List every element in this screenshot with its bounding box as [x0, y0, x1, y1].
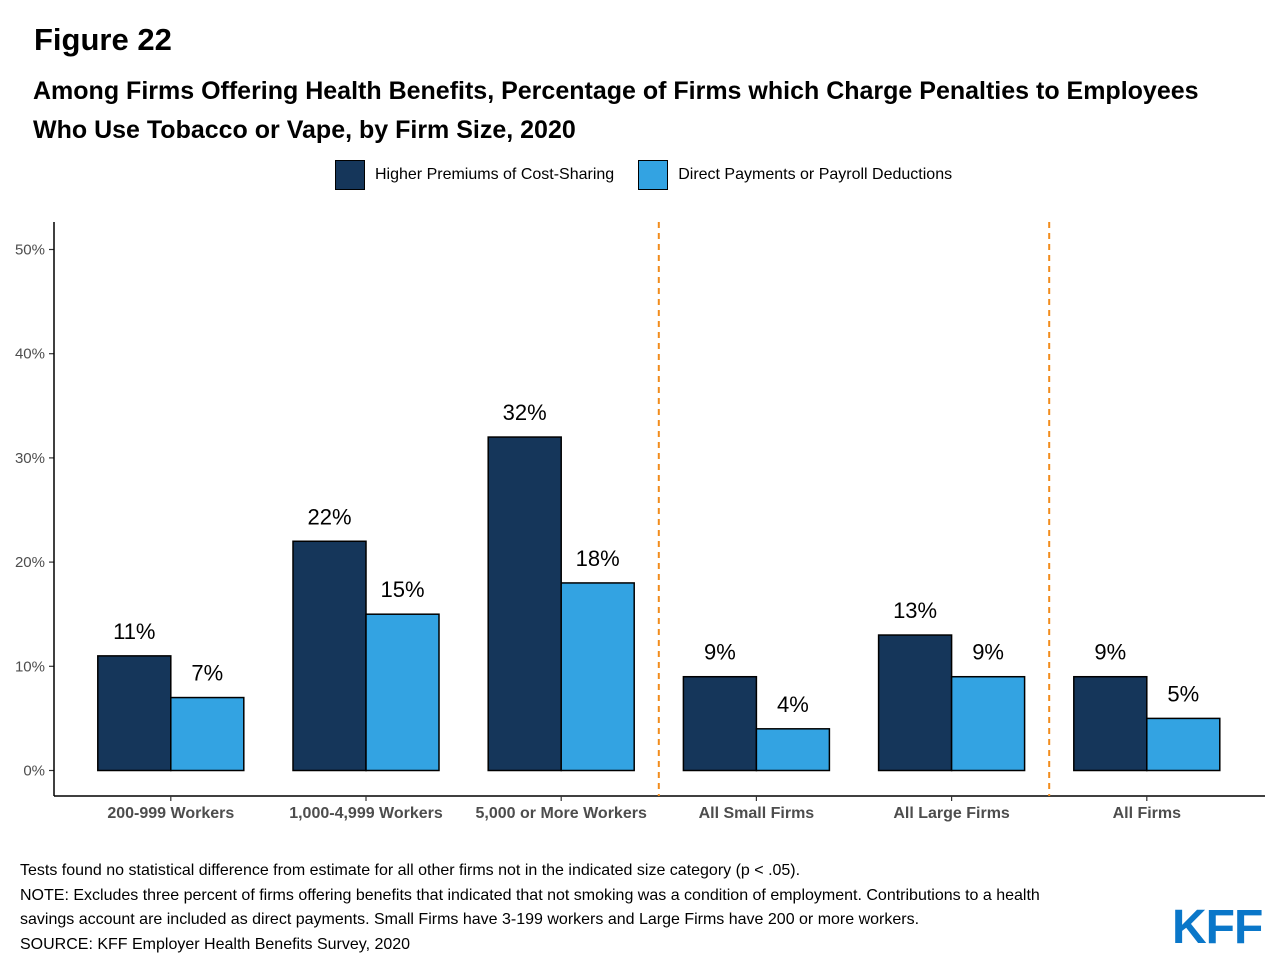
legend-item-direct-payments: Direct Payments or Payroll Deductions [638, 160, 952, 190]
data-label: 7% [191, 661, 223, 686]
bar-chart: 0% 10% 20% 30% 40% 50% 11% 7% 200-999 Workers 22%… [15, 222, 1265, 822]
chart-title: Among Firms Offering Health Benefits, Pe… [33, 77, 1199, 144]
x-tick-label: 1,000-4,999 Workers [289, 805, 443, 822]
x-tick-label: All Firms [1113, 805, 1182, 822]
data-label: 11% [113, 619, 155, 644]
x-tick-label: All Large Firms [893, 805, 1010, 822]
y-tick-label: 50% [15, 242, 45, 259]
bar-higher-premiums [487, 436, 562, 772]
figure-label: Figure 22 [34, 22, 172, 57]
legend-swatch-higher-premiums [335, 160, 365, 190]
bar-direct-payments [560, 582, 635, 772]
note-line-definitions: savings account are included as direct p… [20, 911, 920, 928]
y-tick-label: 20% [15, 554, 45, 571]
bar-higher-premiums [1073, 675, 1148, 772]
x-tick-label: 200-999 Workers [107, 805, 234, 822]
bar-higher-premiums [292, 540, 367, 772]
bar-direct-payments [1146, 717, 1221, 772]
note-line-exclusion: NOTE: Excludes three percent of firms of… [20, 886, 1040, 904]
bar-direct-payments [365, 613, 440, 772]
y-tick-label: 10% [15, 658, 45, 675]
data-label: 15% [380, 577, 424, 602]
legend-label-higher-premiums: Higher Premiums of Cost-Sharing [375, 166, 615, 183]
data-label: 32% [503, 400, 547, 425]
legend-label-direct-payments: Direct Payments or Payroll Deductions [678, 166, 953, 183]
bar-higher-premiums [97, 655, 172, 772]
x-tick-label: All Small Firms [699, 805, 815, 822]
x-tick-label: 5,000 or More Workers [476, 805, 647, 822]
legend: Higher Premiums of Cost-Sharing Direct P… [335, 160, 976, 190]
note-line-source: SOURCE: KFF Employer Health Benefits Sur… [20, 935, 411, 953]
legend-item-higher-premiums: Higher Premiums of Cost-Sharing [335, 160, 614, 190]
data-label: 22% [307, 504, 351, 529]
chart-notes: Tests found no statistical difference fr… [20, 859, 1160, 957]
kff-logo: KFF [1172, 901, 1263, 954]
data-label: 9% [1094, 640, 1126, 665]
y-tick-label: 0% [23, 763, 45, 780]
legend-swatch-direct-payments [638, 160, 669, 190]
bar-higher-premiums [877, 634, 953, 772]
y-tick-label: 30% [15, 450, 45, 467]
data-label: 18% [576, 546, 620, 571]
data-label: 9% [704, 640, 736, 665]
data-label: 13% [893, 598, 937, 623]
y-tick-label: 40% [15, 346, 45, 363]
data-label: 5% [1167, 681, 1199, 706]
data-label: 4% [777, 692, 809, 717]
bar-direct-payments [170, 696, 245, 772]
note-line-significance: Tests found no statistical difference fr… [20, 862, 801, 879]
bar-higher-premiums [682, 675, 758, 772]
bar-direct-payments [755, 728, 831, 772]
bar-direct-payments [950, 675, 1026, 772]
data-label: 9% [972, 640, 1004, 665]
